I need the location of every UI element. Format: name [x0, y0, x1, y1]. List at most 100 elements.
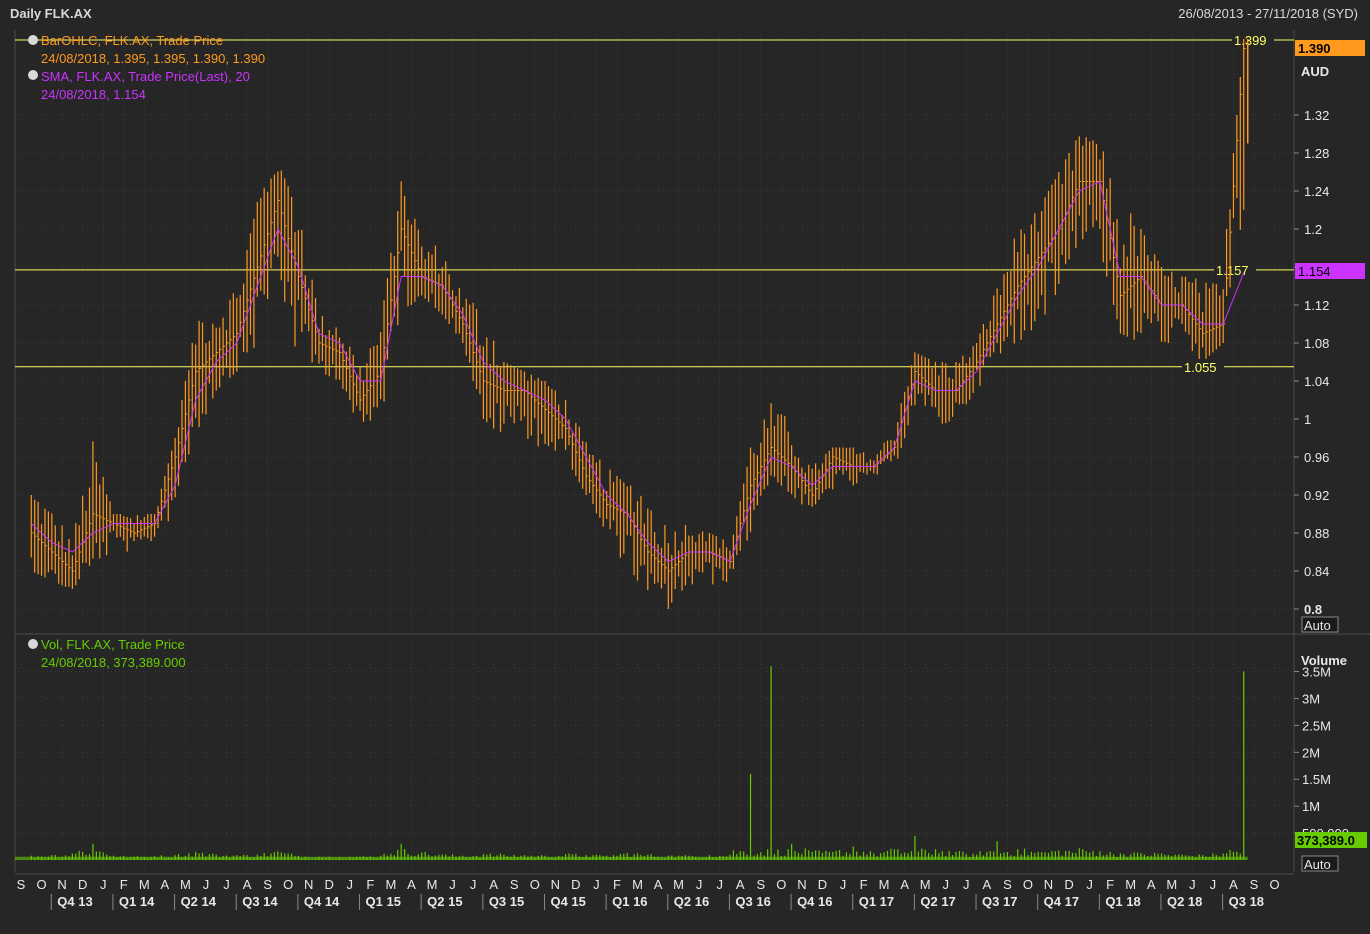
month-label: F — [366, 877, 374, 892]
quarter-label: Q1 15 — [366, 894, 401, 909]
month-label: D — [325, 877, 334, 892]
ohlc-bars — [30, 39, 1249, 609]
month-label: J — [470, 877, 477, 892]
volume-tick-label: 3M — [1302, 691, 1320, 706]
month-label: N — [57, 877, 66, 892]
month-label: M — [180, 877, 191, 892]
month-label: M — [1166, 877, 1177, 892]
month-label: S — [1250, 877, 1259, 892]
month-label: S — [510, 877, 519, 892]
quarter-label: Q3 15 — [489, 894, 524, 909]
month-label: J — [1189, 877, 1196, 892]
price-axis-unit: AUD — [1301, 64, 1329, 79]
title-bar: Daily FLK.AX 26/08/2013 - 27/11/2018 (SY… — [0, 0, 1370, 26]
month-label: O — [283, 877, 293, 892]
quarter-label: Q1 17 — [859, 894, 894, 909]
quarter-label: Q3 14 — [242, 894, 278, 909]
month-label: A — [983, 877, 992, 892]
month-label: A — [736, 877, 745, 892]
volume-panel — [15, 636, 1294, 872]
month-label: A — [489, 877, 498, 892]
month-label: J — [716, 877, 723, 892]
month-label: D — [78, 877, 87, 892]
sma-tag-text: 1.154 — [1298, 264, 1331, 279]
sma-legend-icon[interactable] — [28, 70, 38, 80]
month-label: S — [17, 877, 26, 892]
month-label: J — [449, 877, 456, 892]
price-legend-title: BarOHLC, FLK.AX, Trade Price — [41, 33, 223, 48]
quarter-label: Q4 17 — [1044, 894, 1079, 909]
sma-legend-values: 24/08/2018, 1.154 — [41, 87, 146, 102]
price-auto-label: Auto — [1304, 618, 1331, 633]
volume-tag — [1295, 832, 1367, 848]
quarter-label: Q2 16 — [674, 894, 709, 909]
month-label: M — [673, 877, 684, 892]
month-label: S — [756, 877, 765, 892]
month-label: J — [1086, 877, 1093, 892]
quarter-label: Q1 16 — [612, 894, 647, 909]
month-label: O — [1023, 877, 1033, 892]
price-tick-label: 1.04 — [1304, 374, 1329, 389]
month-label: J — [963, 877, 970, 892]
quarter-label: Q2 17 — [920, 894, 955, 909]
quarter-label: Q3 18 — [1229, 894, 1264, 909]
volume-axis-title: Volume — [1301, 653, 1347, 668]
horizontal-line-label-bg — [1182, 358, 1224, 374]
price-tick-label: 0.92 — [1304, 488, 1329, 503]
horizontal-line-label: 1.399 — [1234, 33, 1267, 48]
price-legend-values: 24/08/2018, 1.395, 1.395, 1.390, 1.390 — [41, 51, 265, 66]
volume-tick-label: 1M — [1302, 799, 1320, 814]
volume-legend-icon[interactable] — [28, 639, 38, 649]
month-label: A — [243, 877, 252, 892]
volume-legend-values: 24/08/2018, 373,389.000 — [41, 655, 186, 670]
month-label: F — [860, 877, 868, 892]
quarter-label: Q3 16 — [735, 894, 770, 909]
month-label: O — [530, 877, 540, 892]
month-label: D — [1064, 877, 1073, 892]
month-label: A — [407, 877, 416, 892]
horizontal-line-label: 1.157 — [1216, 263, 1249, 278]
price-auto-button[interactable] — [1301, 616, 1339, 633]
horizontal-line-label: 1.055 — [1184, 360, 1217, 375]
price-tick-label: 1.2 — [1304, 222, 1322, 237]
sma-legend-title: SMA, FLK.AX, Trade Price(Last), 20 — [41, 69, 250, 84]
last-price-tag — [1295, 40, 1365, 56]
volume-bars — [15, 666, 1248, 860]
price-legend-icon[interactable] — [28, 35, 38, 45]
price-tick-label: 0.8 — [1304, 602, 1322, 617]
horizontal-line-label-bg — [1232, 31, 1274, 47]
volume-tick-label: 2.5M — [1302, 718, 1331, 733]
month-label: J — [840, 877, 847, 892]
month-label: M — [920, 877, 931, 892]
month-label: F — [120, 877, 128, 892]
date-range: 26/08/2013 - 27/11/2018 (SYD) — [1178, 6, 1358, 21]
volume-tag-text: 373,389.0 — [1297, 833, 1355, 848]
sma-line — [30, 180, 1245, 563]
volume-auto-button[interactable] — [1301, 855, 1339, 872]
month-label: J — [943, 877, 950, 892]
month-label: D — [818, 877, 827, 892]
month-label: N — [304, 877, 313, 892]
month-label: F — [613, 877, 621, 892]
volume-auto-label: Auto — [1304, 857, 1331, 872]
month-label: A — [1229, 877, 1238, 892]
month-label: A — [161, 877, 170, 892]
month-label: J — [593, 877, 600, 892]
horizontal-lines: 1.399 1.157 1.055 — [15, 31, 1294, 375]
quarter-label: Q2 14 — [181, 894, 217, 909]
month-label: A — [1147, 877, 1156, 892]
quarter-label: Q4 16 — [797, 894, 832, 909]
volume-tick-label: 2M — [1302, 745, 1320, 760]
price-tick-label: 0.84 — [1304, 564, 1329, 579]
month-label: M — [385, 877, 396, 892]
quarter-label: Q3 17 — [982, 894, 1017, 909]
price-tick-label: 1.12 — [1304, 298, 1329, 313]
month-label: O — [1269, 877, 1279, 892]
window-title: Daily FLK.AX — [10, 6, 92, 21]
time-axis — [15, 874, 1294, 934]
month-label: J — [223, 877, 230, 892]
month-label: J — [347, 877, 354, 892]
quarter-label: Q4 14 — [304, 894, 340, 909]
sma-tag — [1295, 263, 1365, 279]
